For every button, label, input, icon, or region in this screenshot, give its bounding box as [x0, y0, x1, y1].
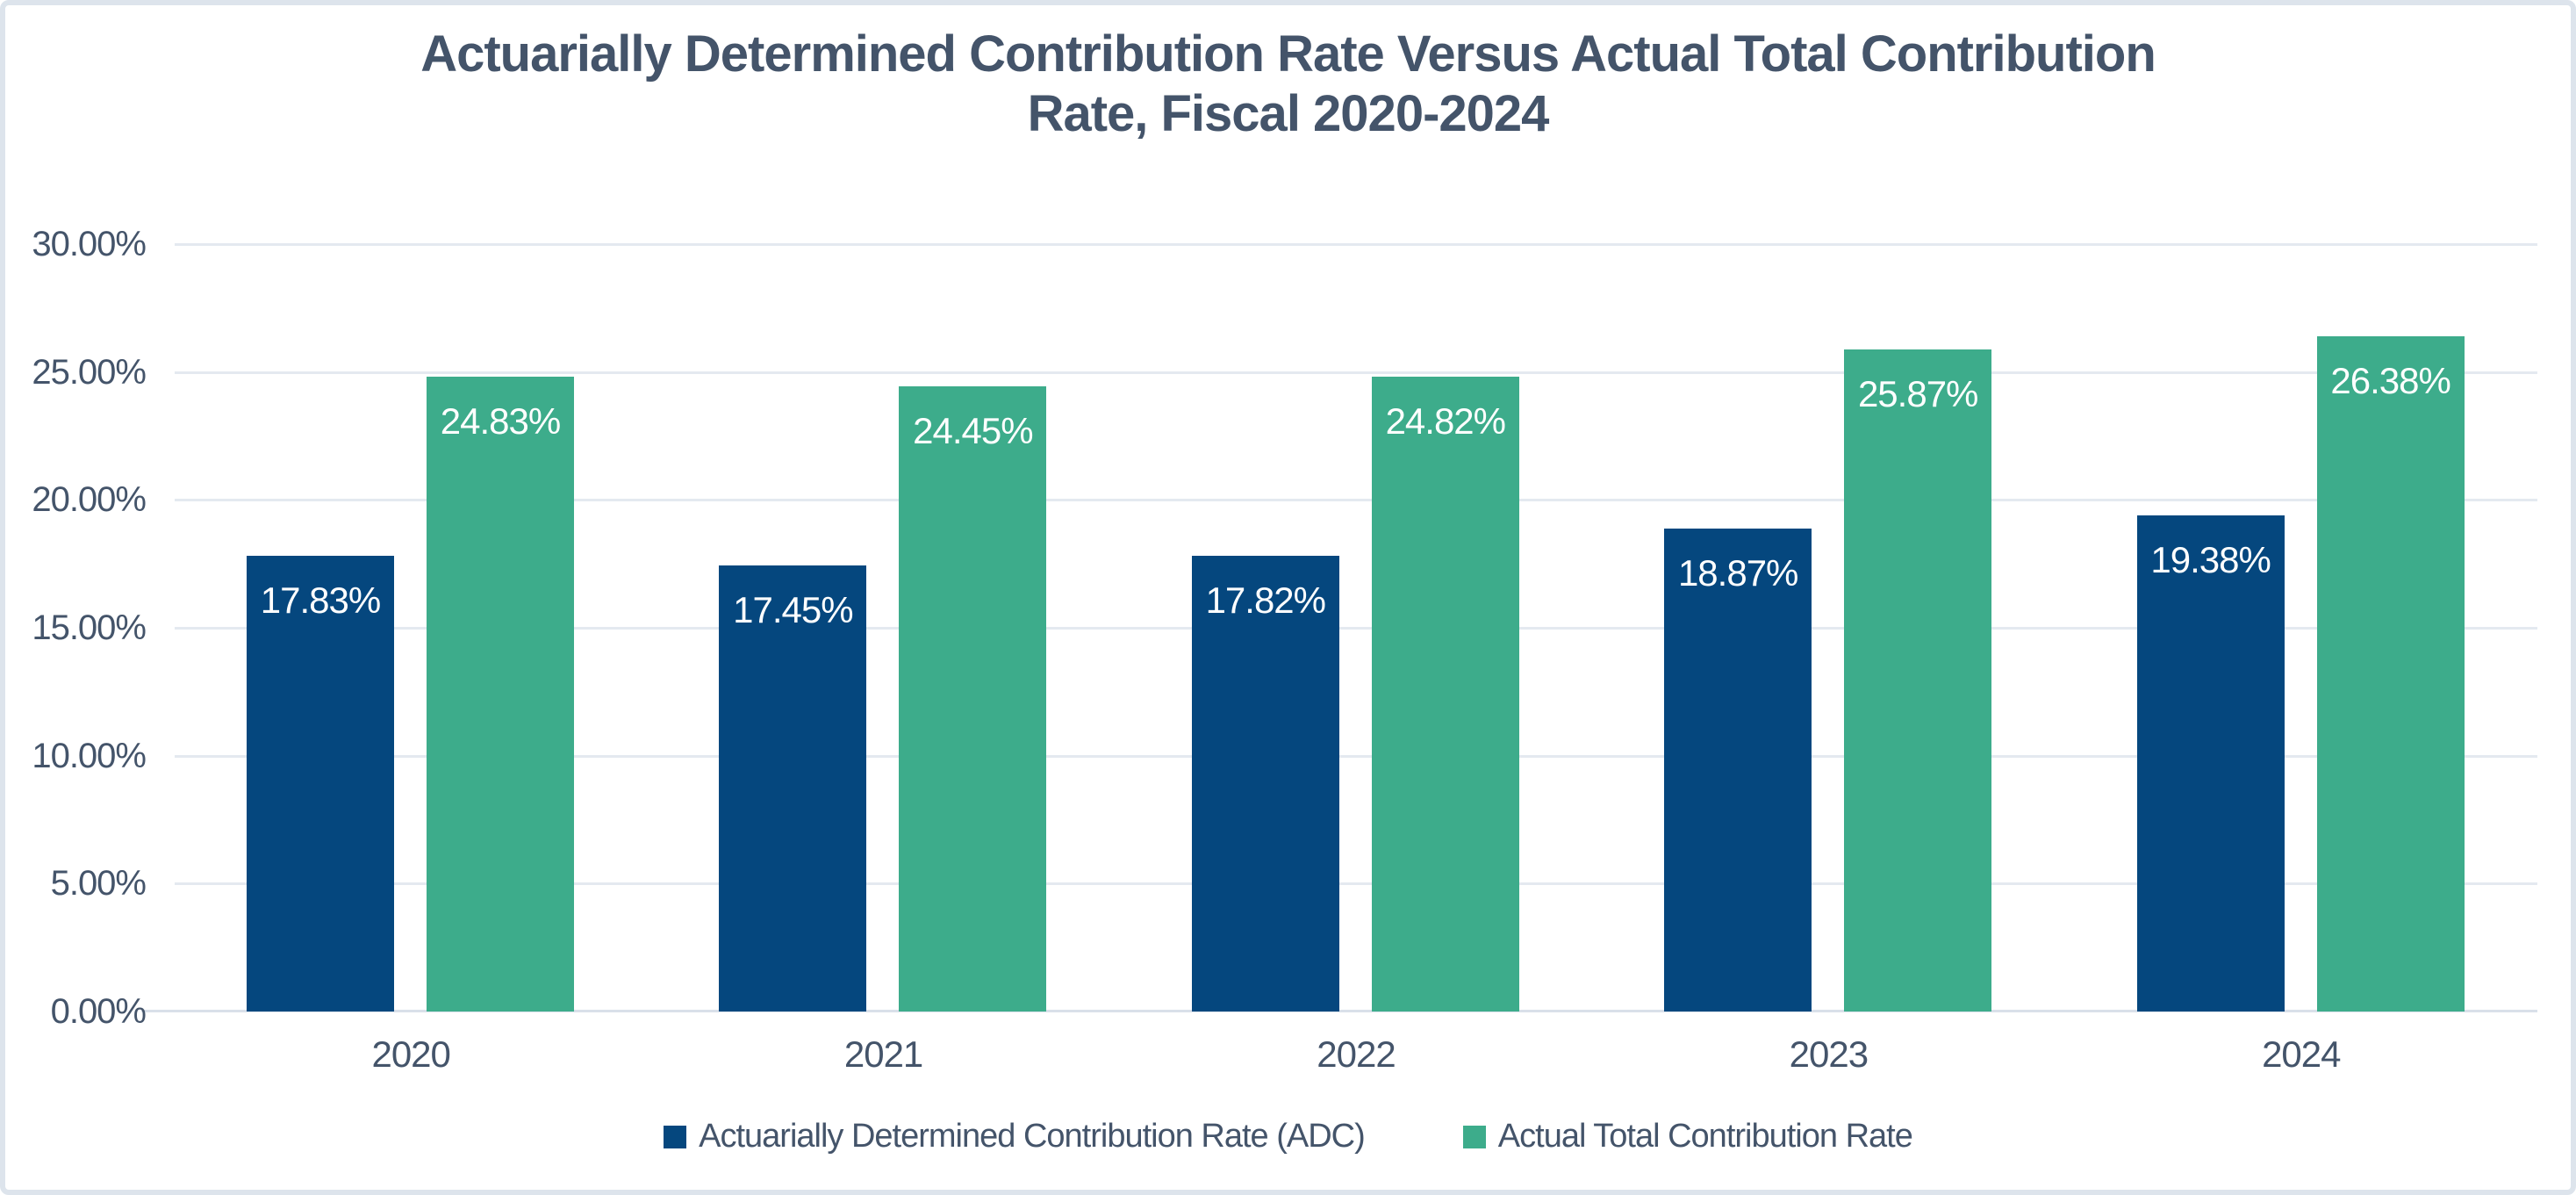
bar-data-label: 24.83%	[440, 400, 561, 442]
gridline	[175, 627, 2537, 630]
actual-bar-2020[interactable]: 24.83%	[427, 376, 574, 1011]
adc-bar-2020[interactable]: 17.83%	[247, 555, 394, 1011]
bar-data-label: 18.87%	[1677, 552, 1798, 594]
actual-bar-2021[interactable]: 24.45%	[899, 385, 1047, 1011]
bar-group-2023: 18.87% 25.87%	[1592, 244, 2064, 1011]
plot-area: 17.83% 24.83% 17.45% 24.45% 17.82% 24.82% 18.8…	[141, 243, 2537, 1012]
bar-group-2022: 17.82% 24.82%	[1120, 244, 1592, 1011]
legend-item-actual[interactable]: Actual Total Contribution Rate	[1462, 1117, 1913, 1157]
legend-swatch-icon	[1462, 1125, 1486, 1148]
actual-bar-2023[interactable]: 25.87%	[1844, 349, 1992, 1011]
y-tick-label: 25.00%	[32, 352, 147, 392]
y-tick-label: 10.00%	[32, 736, 147, 775]
x-category-label-2021: 2021	[843, 1033, 923, 1075]
bar-data-label: 17.83%	[260, 579, 381, 621]
adc-bar-2023[interactable]: 18.87%	[1664, 529, 1812, 1011]
gridline	[175, 371, 2537, 374]
bar-group-2020: 17.83% 24.83%	[175, 244, 647, 1011]
bar-data-label: 17.82%	[1205, 579, 1326, 621]
gridline	[175, 882, 2537, 886]
adc-bar-2021[interactable]: 17.45%	[719, 565, 867, 1011]
legend-swatch-icon	[664, 1125, 687, 1148]
legend-label: Actual Total Contribution Rate	[1497, 1118, 1913, 1155]
bar-group-2021: 17.45% 24.45%	[647, 244, 1119, 1011]
x-category-label-2020: 2020	[371, 1033, 450, 1075]
y-tick-label: 15.00%	[32, 608, 147, 647]
bar-data-label: 25.87%	[1857, 373, 1978, 415]
bar-data-label: 24.45%	[913, 409, 1033, 451]
gridline	[175, 243, 2537, 246]
bar-data-label: 19.38%	[2150, 539, 2271, 581]
bar-data-label: 26.38%	[2330, 360, 2450, 402]
y-tick-label: 0.00%	[50, 992, 147, 1031]
bar-data-label: 24.82%	[1385, 400, 1506, 442]
legend: Actuarially Determined Contribution Rate…	[5, 1117, 2571, 1157]
y-tick-label: 30.00%	[32, 225, 147, 263]
chart-title-line2: Rate, Fiscal 2020-2024	[1027, 85, 1550, 142]
legend-label: Actuarially Determined Contribution Rate…	[699, 1118, 1366, 1155]
x-category-label-2023: 2023	[1789, 1033, 1869, 1075]
adc-bar-2024[interactable]: 19.38%	[2136, 515, 2285, 1011]
gridline	[175, 499, 2537, 502]
adc-bar-2022[interactable]: 17.82%	[1191, 555, 1339, 1011]
x-category-label-2022: 2022	[1317, 1033, 1396, 1075]
legend-item-adc[interactable]: Actuarially Determined Contribution Rate…	[664, 1117, 1366, 1157]
x-category-label-2024: 2024	[2262, 1033, 2341, 1075]
bar-group-2024: 19.38% 26.38%	[2065, 244, 2537, 1011]
y-tick-label: 5.00%	[50, 864, 147, 903]
chart-title-line1: Actuarially Determined Contribution Rate…	[420, 25, 2156, 83]
gridline	[175, 754, 2537, 758]
bar-data-label: 17.45%	[733, 588, 853, 630]
actual-bar-2022[interactable]: 24.82%	[1371, 376, 1519, 1011]
chart-title: Actuarially Determined Contribution Rate…	[5, 25, 2571, 144]
x-axis-line	[141, 1010, 2537, 1012]
actual-bar-2024[interactable]: 26.38%	[2316, 336, 2465, 1011]
y-tick-label: 20.00%	[32, 480, 147, 520]
